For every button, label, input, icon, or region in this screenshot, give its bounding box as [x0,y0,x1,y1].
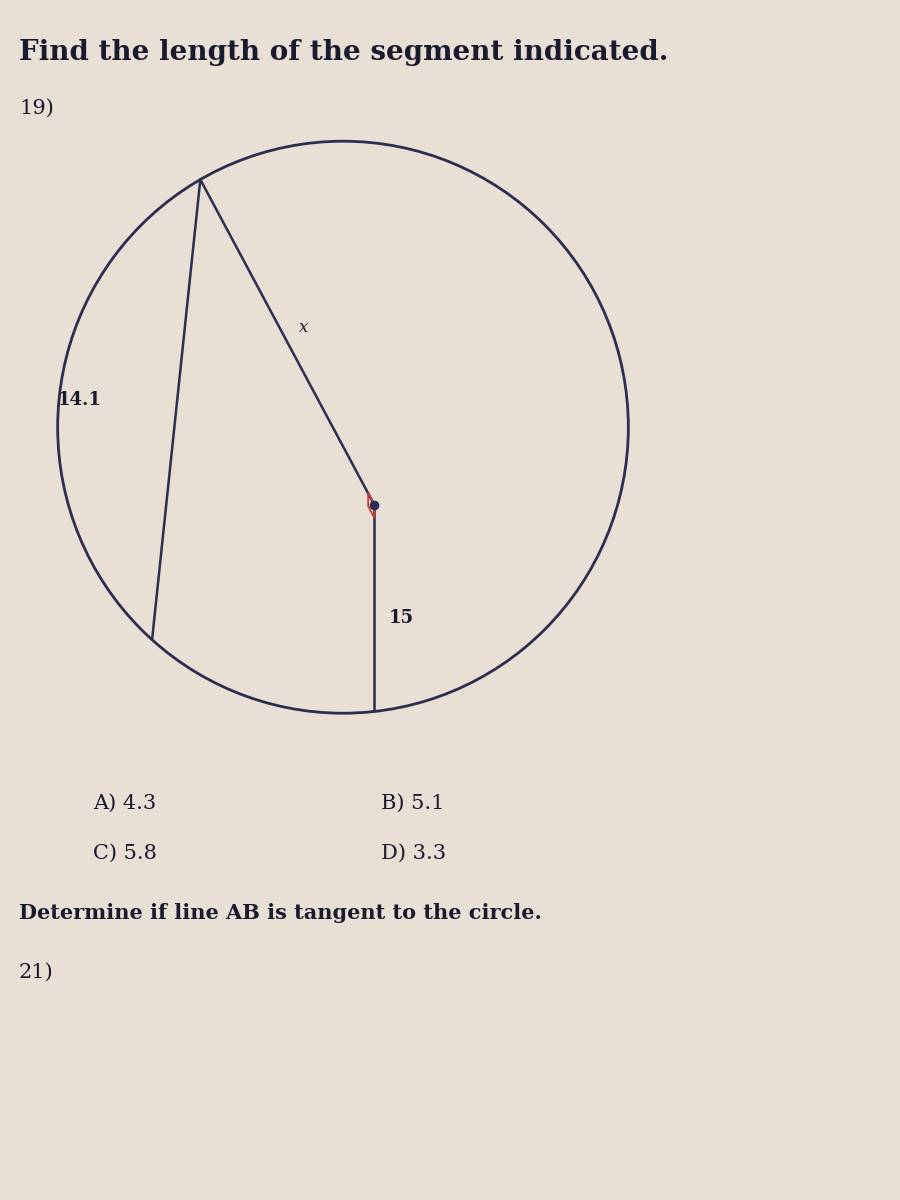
Text: A) 4.3: A) 4.3 [94,793,157,812]
Text: 19): 19) [19,98,54,118]
Text: 14.1: 14.1 [58,391,102,409]
Text: 15: 15 [389,610,414,628]
Text: D) 3.3: D) 3.3 [381,844,446,863]
Text: Determine if line AB is tangent to the circle.: Determine if line AB is tangent to the c… [19,902,542,923]
Text: x: x [299,319,309,336]
Text: B) 5.1: B) 5.1 [381,793,444,812]
Text: Find the length of the segment indicated.: Find the length of the segment indicated… [19,38,669,66]
Text: C) 5.8: C) 5.8 [94,844,158,863]
Text: 21): 21) [19,962,54,982]
